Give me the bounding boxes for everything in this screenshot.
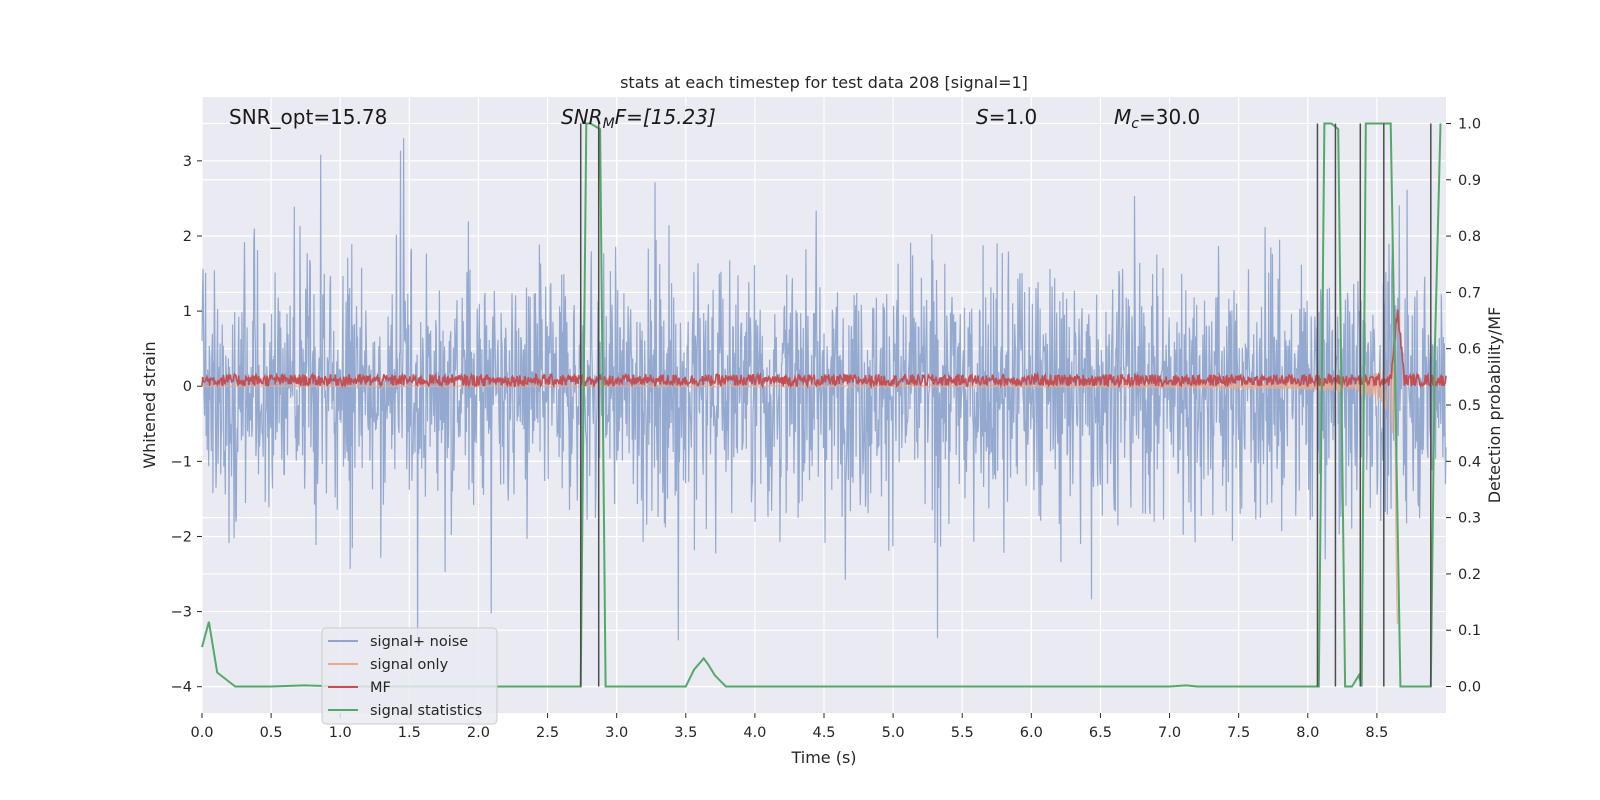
x-tick-label: 3.5: [674, 725, 697, 741]
y2-axis-label: Detection probability/MF: [1485, 307, 1504, 504]
annotation-snr-opt: SNR_opt=15.78: [229, 105, 387, 129]
x-tick-label: 7.0: [1158, 725, 1181, 741]
x-axis-label: Time (s): [790, 748, 856, 767]
x-tick-label: 6.0: [1020, 725, 1043, 741]
series-signal-only-line: [201, 358, 1399, 624]
annotation-snr-mf-main: SNR: [561, 105, 603, 129]
annotation-s-main: S: [976, 105, 989, 129]
annotation-mc-sub: c: [1131, 116, 1139, 132]
y-tick-label: −1: [171, 454, 192, 470]
annotation-mc-main: M: [1114, 105, 1131, 129]
detection-lines-layer: [579, 123, 1432, 687]
legend-box: [321, 627, 498, 725]
series-signal-noise-line: [201, 138, 1447, 650]
x-tick-label: 6.5: [1089, 725, 1112, 741]
y-tick-label: 3: [183, 154, 192, 170]
chart-title: stats at each timestep for test data 208…: [620, 73, 1028, 92]
legend-item-label: signal statistics: [370, 703, 482, 719]
y-tick-label: −4: [171, 680, 192, 696]
y2-tick-label: 0.0: [1458, 680, 1481, 696]
x-tick-label: 1.0: [329, 725, 352, 741]
y-tick-label: 0: [183, 379, 192, 395]
y-axis-label: Whitened strain: [140, 341, 159, 468]
x-tick-label: 4.0: [743, 725, 766, 741]
annotation-snr-mf-rest: F=[15.23]: [615, 105, 716, 129]
x-tick-label: 7.5: [1227, 725, 1250, 741]
y2-tick-label: 0.4: [1458, 454, 1481, 470]
legend-item-label: signal+ noise: [370, 634, 468, 650]
axis-layer: 0.0 0.5 1.0 1.5 2.0 2.5 3.0 3.5 4.0 4.5 5.0 5.5 6.0 6…: [171, 116, 1481, 741]
x-tick-label: 4.5: [812, 725, 835, 741]
annotation-snr-mf: SNRMF=[15.23]: [561, 105, 716, 132]
annotation-mc: Mc=30.0: [1114, 105, 1200, 132]
y-tick-label: 2: [183, 229, 192, 245]
x-tick-label: 5.0: [882, 725, 905, 741]
y-tick-label: −2: [171, 529, 192, 545]
annotation-s-rest: =1.0: [989, 105, 1038, 129]
series-mf-line: [201, 309, 1447, 390]
y2-tick-label: 0.2: [1458, 567, 1481, 583]
x-tick-label: 2.0: [467, 725, 490, 741]
y2-tick-label: 0.3: [1458, 511, 1481, 527]
y2-tick-label: 0.6: [1458, 342, 1481, 358]
y2-tick-label: 0.1: [1458, 623, 1481, 639]
x-tick-label: 3.0: [605, 725, 628, 741]
legend-item-label: MF: [370, 680, 391, 696]
x-tick-label: 8.0: [1296, 725, 1319, 741]
x-tick-label: 2.5: [536, 725, 559, 741]
y2-tick-label: 0.5: [1458, 398, 1481, 414]
y-tick-label: −3: [171, 605, 192, 621]
x-tick-label: 5.5: [951, 725, 974, 741]
x-tick-label: 1.5: [398, 725, 421, 741]
annotation-snr-mf-sub: M: [603, 116, 615, 132]
y-tick-label: 1: [183, 304, 192, 320]
annotation-s: S=1.0: [976, 105, 1037, 129]
legend-item-label: signal only: [370, 657, 449, 673]
chart-legend: signal+ noise signal only MF signal statist…: [321, 627, 498, 725]
y2-tick-label: 0.8: [1458, 229, 1481, 245]
annotation-mc-rest: =30.0: [1139, 105, 1200, 129]
y2-tick-label: 0.9: [1458, 173, 1481, 189]
x-tick-label: 8.5: [1365, 725, 1388, 741]
y2-tick-label: 0.7: [1458, 285, 1481, 301]
y2-tick-label: 1.0: [1458, 116, 1481, 132]
x-tick-label: 0.0: [190, 725, 213, 741]
x-tick-label: 0.5: [260, 725, 283, 741]
